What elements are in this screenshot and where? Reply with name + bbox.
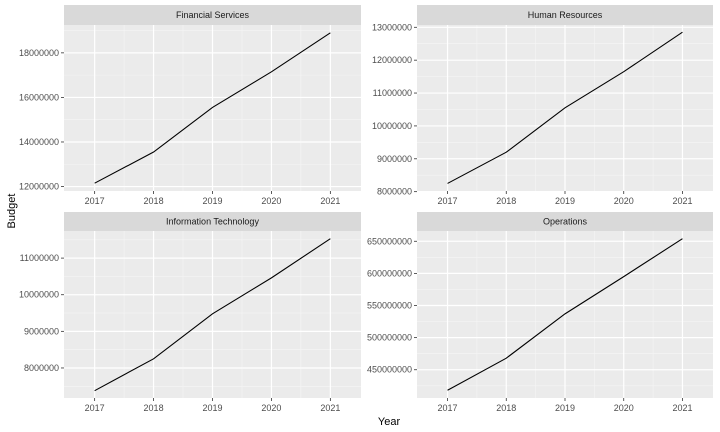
x-tick-label: 2017 [438, 196, 458, 206]
x-tick-label: 2021 [672, 403, 692, 413]
y-tick-label: 10000000 [372, 121, 412, 131]
y-tick-label: 13000000 [372, 22, 412, 32]
y-tick-label: 500000000 [367, 333, 412, 343]
y-tick-label: 450000000 [367, 365, 412, 375]
y-tick-label: 10000000 [19, 290, 59, 300]
y-tick-label: 8000000 [24, 363, 59, 373]
y-axis-title: Budget [6, 194, 18, 229]
x-tick-label: 2018 [496, 403, 516, 413]
facet-panel-3: Information Technology 8000000 9000000 1000… [19, 212, 361, 413]
facet-title: Human Resources [528, 10, 603, 20]
y-tick-label: 14000000 [19, 137, 59, 147]
x-tick-label: 2017 [85, 196, 105, 206]
x-tick-label: 2021 [320, 403, 340, 413]
x-tick-label: 2021 [672, 196, 692, 206]
facet-title: Information Technology [166, 217, 259, 227]
x-tick-label: 2017 [438, 403, 458, 413]
y-tick-label: 650000000 [367, 236, 412, 246]
x-tick-label: 2018 [496, 196, 516, 206]
series-line [94, 238, 331, 392]
x-tick-label: 2020 [261, 196, 281, 206]
y-tick-label: 16000000 [19, 92, 59, 102]
facet-strip [64, 5, 361, 25]
y-tick-label: 11000000 [373, 88, 412, 98]
series-line [447, 238, 683, 391]
y-tick-label: 550000000 [367, 301, 412, 311]
facet-title: Financial Services [176, 10, 250, 20]
x-tick-label: 2019 [202, 403, 222, 413]
facet-strip [417, 5, 713, 25]
y-tick-label: 600000000 [367, 268, 412, 278]
x-tick-label: 2018 [144, 403, 164, 413]
y-tick-label: 11000000 [20, 253, 59, 263]
x-tick-label: 2019 [555, 196, 575, 206]
x-tick-label: 2020 [614, 403, 634, 413]
x-tick-label: 2019 [555, 403, 575, 413]
y-tick-label: 18000000 [19, 48, 59, 58]
x-tick-label: 2017 [85, 403, 105, 413]
y-tick-label: 12000000 [19, 182, 59, 192]
x-axis-title: Year [378, 416, 401, 428]
facet-panel-1: Financial Services 12000000 14000000 160000… [19, 5, 361, 206]
y-tick-label: 8000000 [377, 187, 412, 197]
y-tick-label: 12000000 [372, 55, 412, 65]
facet-strip [417, 212, 713, 231]
series-line [94, 32, 331, 184]
facet-panel-2: Human Resources 8000000 9000000 10000000 110… [372, 5, 713, 206]
x-tick-label: 2019 [202, 196, 222, 206]
facet-panel-4: Operations 450000000 500000000 550000000 600… [367, 212, 713, 413]
y-tick-label: 9000000 [24, 326, 59, 336]
series-line [447, 31, 683, 184]
y-tick-label: 9000000 [377, 154, 412, 164]
facet-strip [64, 212, 361, 231]
facet-title: Operations [543, 217, 588, 227]
x-tick-label: 2020 [614, 196, 634, 206]
x-tick-label: 2018 [144, 196, 164, 206]
x-tick-label: 2020 [261, 403, 281, 413]
x-tick-label: 2021 [320, 196, 340, 206]
